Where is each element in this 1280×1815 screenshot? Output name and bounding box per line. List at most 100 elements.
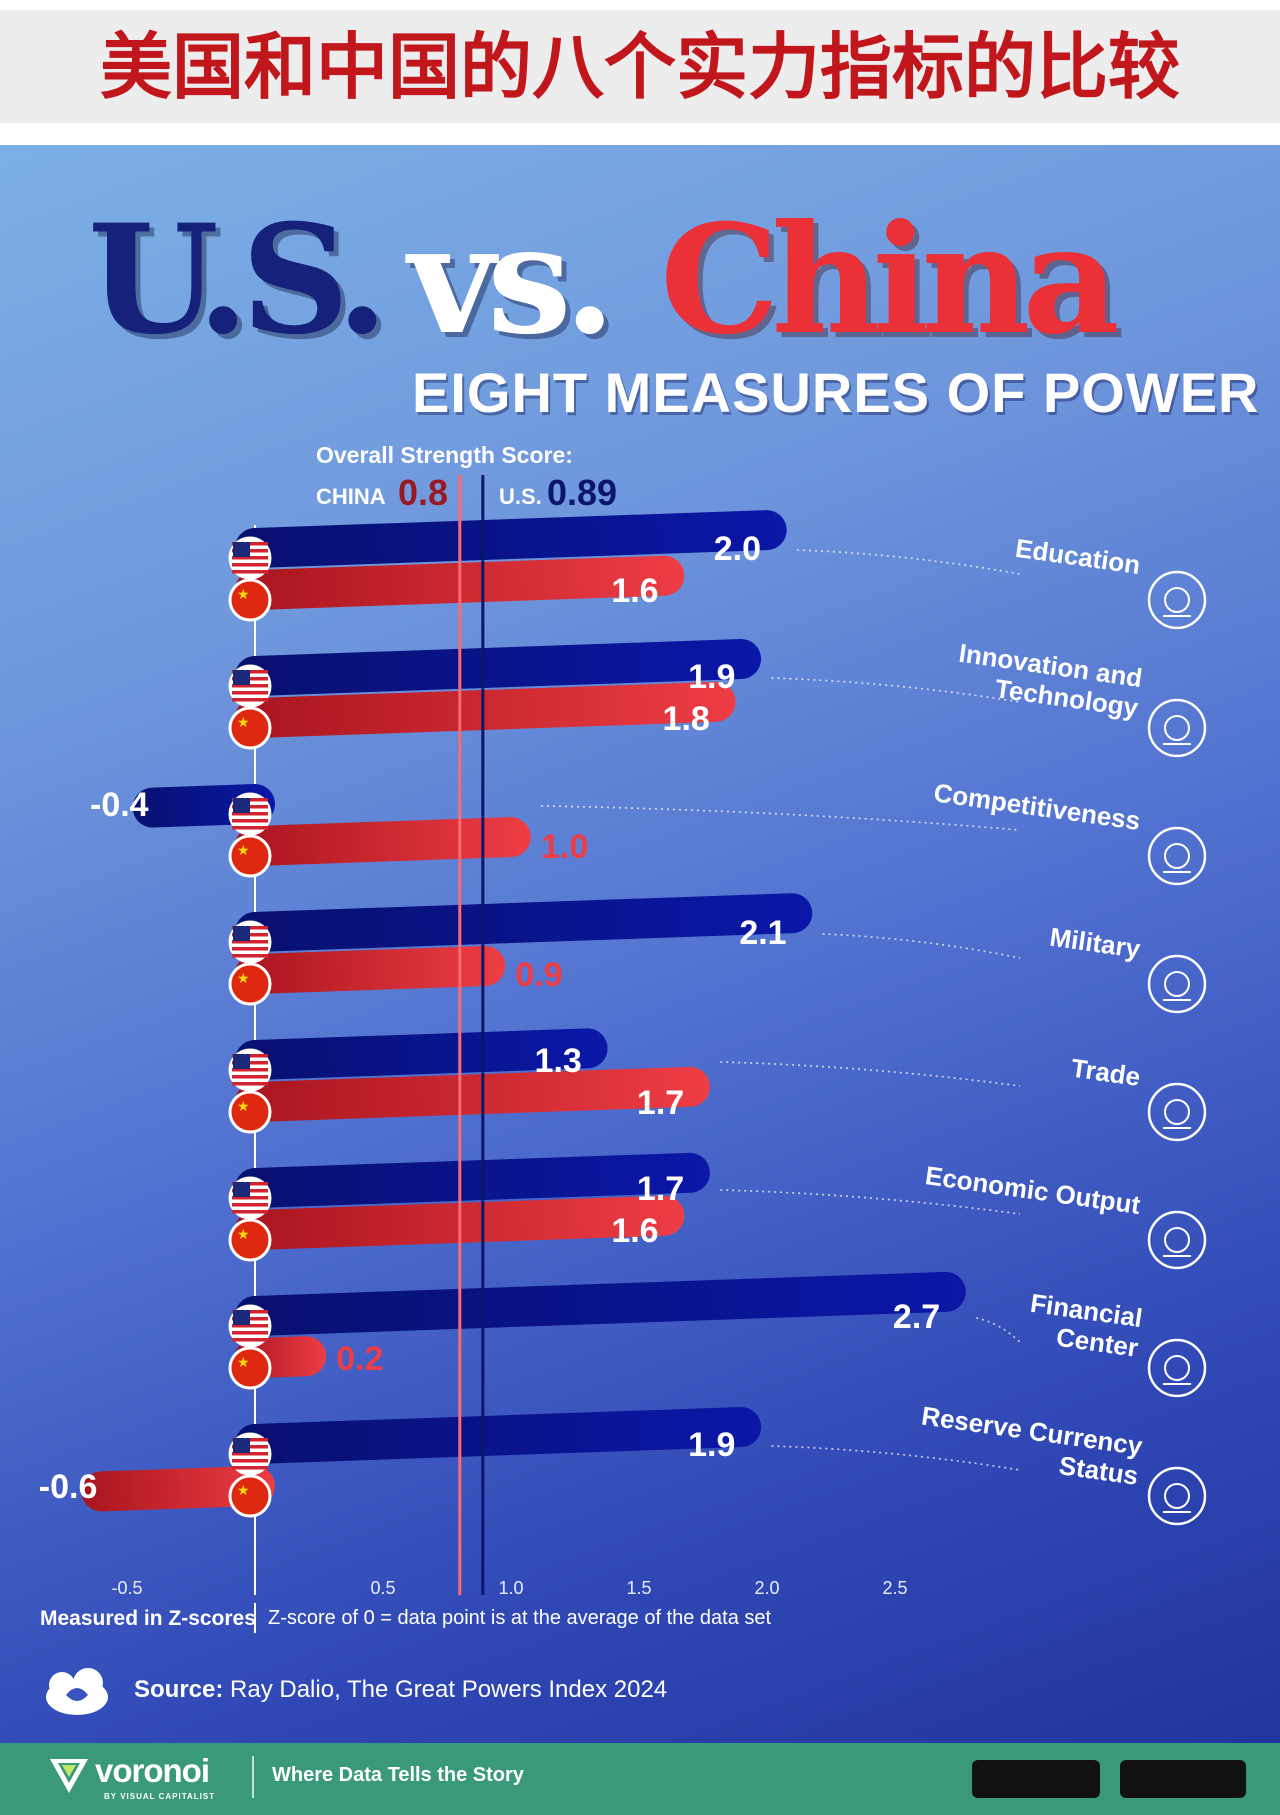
- google-play-badge[interactable]: [1120, 1760, 1246, 1798]
- china-value-label: 1.7: [637, 1084, 684, 1122]
- us-flag-icon: [228, 1432, 272, 1476]
- leader-line: [796, 549, 1021, 575]
- category-label: Competitiveness: [932, 777, 1142, 836]
- money-bag-hand-icon: [1147, 1210, 1207, 1270]
- chinese-title-banner: 美国和中国的八个实力指标的比较: [0, 0, 1280, 145]
- category-label-line: Economic Output: [923, 1160, 1142, 1220]
- us-bar: [235, 893, 813, 952]
- tank-icon: [1147, 954, 1207, 1014]
- tagline: Where Data Tells the Story: [272, 1764, 524, 1786]
- us-value-label: 2.0: [714, 530, 761, 568]
- svg-text:★: ★: [237, 586, 250, 602]
- trophy-icon: [1147, 826, 1207, 886]
- us-value-label: 1.9: [688, 658, 735, 696]
- china-flag-icon: ★: [228, 1218, 272, 1262]
- us-flag-icon: [228, 920, 272, 964]
- headline-vs: vs.: [408, 192, 616, 368]
- us-value-label: 1.9: [688, 1426, 735, 1464]
- circuit-dollar-icon: [1147, 698, 1207, 758]
- graduation-cap-icon: [1147, 570, 1207, 630]
- leader-line: [771, 677, 1021, 703]
- category-label: Education: [1014, 533, 1143, 580]
- overall-china-value: 0.8: [398, 472, 449, 513]
- svg-text:★: ★: [237, 714, 250, 730]
- overall-china-label: CHINA: [316, 484, 386, 509]
- category-label-line: Trade: [1069, 1053, 1142, 1092]
- china-flag-icon: ★: [228, 1090, 272, 1134]
- category-label: Trade: [1069, 1053, 1142, 1092]
- svg-text:★: ★: [237, 842, 250, 858]
- category-label-line: Reserve Currency: [920, 1400, 1145, 1461]
- svg-text:★: ★: [237, 1482, 250, 1498]
- us-value-label: 1.7: [637, 1170, 684, 1208]
- headline-us: U.S.: [88, 192, 388, 368]
- us-value-label: 2.7: [893, 1298, 940, 1336]
- svg-text:★: ★: [237, 970, 250, 986]
- us-flag-icon: [228, 1304, 272, 1348]
- source-label: Source:: [134, 1676, 224, 1703]
- svg-text:★: ★: [237, 1354, 250, 1370]
- china-bar: [234, 681, 736, 738]
- svg-text:★: ★: [237, 1098, 250, 1114]
- svg-text:★: ★: [237, 1226, 250, 1242]
- us-value-label: -0.4: [90, 786, 149, 824]
- us-flag-icon: [228, 1176, 272, 1220]
- x-tick-label: 1.5: [626, 1578, 651, 1598]
- leader-line: [720, 1189, 1021, 1215]
- axis-unit-label: Measured in Z-scores: [40, 1607, 256, 1630]
- leader-line: [771, 1445, 1021, 1471]
- us-flag-icon: [228, 1048, 272, 1092]
- china-value-label: 1.8: [663, 700, 710, 738]
- china-value-label: 0.9: [515, 956, 562, 994]
- us-value-label: 2.1: [739, 914, 786, 952]
- us-bar: [235, 1152, 710, 1208]
- us-bar: [234, 510, 787, 568]
- voronoi-logo-icon[interactable]: [48, 1755, 90, 1795]
- leader-line: [540, 805, 1021, 831]
- brand-subtitle: BY VISUAL CAPITALIST: [104, 1792, 216, 1801]
- china-bar: [234, 945, 506, 994]
- china-value-label: 1.6: [611, 1212, 658, 1250]
- china-value-label: 1.0: [541, 828, 588, 866]
- headline-china: China: [660, 192, 1120, 368]
- china-bar: [81, 1465, 276, 1512]
- category-label: Military: [1048, 922, 1143, 964]
- us-flag-icon: [228, 536, 272, 580]
- us-bar: [235, 1271, 966, 1337]
- us-flag-icon: [228, 792, 272, 836]
- voronoi-cloud-icon: [46, 1668, 108, 1715]
- category-label: Economic Output: [923, 1160, 1142, 1220]
- zscore-note: Z-score of 0 = data point is at the aver…: [268, 1607, 772, 1629]
- category-label-line: Military: [1048, 922, 1143, 964]
- units-divider: [254, 1603, 256, 1633]
- source-line: Source: Ray Dalio, The Great Powers Inde…: [134, 1676, 667, 1704]
- us-bar: [234, 639, 762, 696]
- x-tick-label: 1.0: [498, 1578, 523, 1598]
- china-flag-icon: ★: [228, 578, 272, 622]
- china-flag-icon: ★: [228, 962, 272, 1006]
- china-flag-icon: ★: [228, 1346, 272, 1390]
- china-value-label: -0.6: [39, 1468, 98, 1506]
- title-band: [0, 10, 1280, 123]
- leader-line: [976, 1317, 1021, 1343]
- us-bar: [234, 1028, 608, 1080]
- overall-us-value: 0.89: [547, 472, 618, 513]
- app-store-badge[interactable]: [972, 1760, 1100, 1798]
- china-value-label: 0.2: [336, 1340, 383, 1378]
- leader-line: [822, 933, 1021, 959]
- category-label-line: Education: [1014, 533, 1143, 580]
- source-text: Ray Dalio, The Great Powers Index 2024: [230, 1676, 668, 1703]
- brand-name[interactable]: voronoi: [95, 1752, 210, 1789]
- overall-us-label: U.S.: [499, 484, 542, 509]
- china-flag-icon: ★: [228, 1474, 272, 1518]
- china-bar: [235, 1066, 710, 1122]
- us-flag-icon: [228, 664, 272, 708]
- chinese-title: 美国和中国的八个实力指标的比较: [99, 25, 1180, 109]
- x-tick-label: -0.5: [111, 1578, 142, 1598]
- category-label-line: Competitiveness: [932, 777, 1142, 836]
- china-flag-icon: ★: [228, 706, 272, 750]
